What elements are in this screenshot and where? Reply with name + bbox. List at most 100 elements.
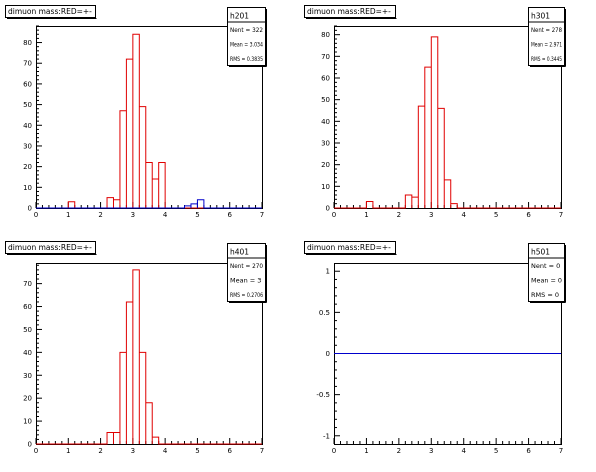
x-tick-label: 6 <box>227 447 232 455</box>
y-tick-label: 60 <box>321 75 330 83</box>
x-tick-label: 1 <box>66 447 70 455</box>
x-tick-label: 1 <box>66 211 70 219</box>
histogram-bin <box>133 34 139 208</box>
y-tick-label: 50 <box>23 326 32 334</box>
y-tick-label: 10 <box>23 418 32 426</box>
stats-histogram-name: h501 <box>531 248 550 257</box>
stats-row: RMS = 0 <box>531 291 559 299</box>
chart-title: dimuon mass:RED=+- <box>307 7 391 16</box>
histogram-panel-4: dimuon mass:RED=+- 0 1 2 3 4 5 6 7 -1 -0.5 0 0.5 1 h50… <box>304 241 566 455</box>
y-tick-label: 0 <box>326 350 330 358</box>
histogram-bin <box>425 67 431 208</box>
stats-row: Mean = 3.034 <box>230 41 263 49</box>
y-tick-label: 20 <box>23 163 32 171</box>
x-tick-label: 2 <box>397 447 401 455</box>
y-tick-label: 70 <box>23 60 32 68</box>
x-tick-label: 4 <box>461 211 466 219</box>
x-tick-label: 0 <box>332 447 336 455</box>
histogram-series-red <box>36 269 262 445</box>
histogram-bin <box>197 200 203 208</box>
y-tick-label: 0 <box>28 205 32 213</box>
histogram-bin <box>133 270 139 444</box>
stats-row: Nent = 0 <box>531 262 560 270</box>
x-tick-label: 5 <box>494 447 498 455</box>
histogram-bin <box>405 195 411 208</box>
histogram-bin <box>191 204 197 208</box>
title-box <box>304 241 396 254</box>
stats-histogram-name: h201 <box>230 12 249 21</box>
y-tick-label: 80 <box>23 39 32 47</box>
stats-row: RMS = 0.2706 <box>230 291 263 299</box>
histogram-bin <box>107 433 113 444</box>
y-tick-label: 80 <box>321 31 330 39</box>
stats-histogram-name: h301 <box>531 12 550 21</box>
histogram-panel-1: dimuon mass:RED=+-0 1 2 3 4 5 6 701020304050607… <box>5 5 267 219</box>
histogram-bin <box>146 163 152 209</box>
y-tick-label: 70 <box>321 53 330 61</box>
x-tick-label: 0 <box>34 447 38 455</box>
stats-row: Mean = 3 <box>230 277 261 285</box>
y-tick-label: 40 <box>23 349 32 357</box>
y-tick-label: 0 <box>28 441 32 449</box>
y-tick-label: 20 <box>321 161 330 169</box>
histogram-bin <box>412 197 418 208</box>
histogram-panel-3: dimuon mass:RED=+-0 1 2 3 4 5 6 701020304050607… <box>5 241 267 455</box>
title-box <box>304 5 396 18</box>
histogram-bin <box>152 179 158 208</box>
y-tick-label: 30 <box>23 142 32 150</box>
chart-title: dimuon mass:RED=+- <box>8 7 92 16</box>
x-tick-label: 1 <box>364 447 368 455</box>
histogram-bin <box>139 107 145 208</box>
stats-box-frame <box>528 7 565 66</box>
x-tick-label: 7 <box>260 447 264 455</box>
x-tick-label: 0 <box>34 211 38 219</box>
x-tick-label: 2 <box>98 447 102 455</box>
x-tick-label: 6 <box>526 447 531 455</box>
x-tick-label: 3 <box>429 447 433 455</box>
y-tick-label: 10 <box>321 183 330 191</box>
histogram-bin <box>113 200 119 208</box>
y-tick-label: 50 <box>23 101 32 109</box>
histogram-bin <box>139 352 145 444</box>
histogram-panel-2: dimuon mass:RED=+-0 1 2 3 4 5 6 701020304050607… <box>304 5 566 219</box>
stats-row: Mean = 0 <box>531 277 562 285</box>
x-tick-label: 5 <box>494 211 498 219</box>
histogram-bin <box>159 163 165 209</box>
chart-title: dimuon mass:RED=+- <box>307 243 391 252</box>
histogram-bin <box>418 106 424 208</box>
stats-row: Mean = 2.971 <box>531 41 562 49</box>
stats-box: h401 Nent = 270 Mean = 3 RMS = 0.2706 <box>227 243 267 303</box>
y-tick-label: 50 <box>321 96 330 104</box>
stats-histogram-name: h401 <box>230 248 249 257</box>
x-tick-label: 4 <box>461 447 466 455</box>
stats-box-frame <box>528 243 565 302</box>
stats-box-frame <box>227 7 266 66</box>
x-tick-label: 4 <box>163 447 168 455</box>
title-box <box>5 5 96 18</box>
histogram-series-red <box>334 36 561 209</box>
stats-row: RMS = 0.3445 <box>531 55 562 63</box>
histogram-bin <box>438 108 444 208</box>
histogram-bin <box>120 352 126 444</box>
x-tick-label: 3 <box>429 211 433 219</box>
x-tick-label: 6 <box>227 211 232 219</box>
stats-row: Nent = 278 <box>531 26 562 34</box>
histogram-bin <box>68 202 74 208</box>
x-tick-label: 7 <box>559 447 563 455</box>
histogram-bin <box>113 433 119 444</box>
histogram-bin <box>126 59 132 208</box>
plot-frame <box>36 263 263 445</box>
stats-box: h301 Nent = 278 Mean = 2.971 RMS = 0.3445 <box>528 7 566 67</box>
x-tick-label: 2 <box>98 211 102 219</box>
x-tick-label: 3 <box>131 211 135 219</box>
y-tick-label: 70 <box>23 280 32 288</box>
histogram-bin <box>185 206 191 208</box>
y-tick-label: 30 <box>23 372 32 380</box>
x-tick-label: 6 <box>526 211 531 219</box>
x-tick-label: 4 <box>163 211 168 219</box>
chart-title: dimuon mass:RED=+- <box>8 243 92 252</box>
x-tick-label: 5 <box>195 211 199 219</box>
x-tick-label: 1 <box>364 211 368 219</box>
histogram-series-blue <box>36 199 262 209</box>
